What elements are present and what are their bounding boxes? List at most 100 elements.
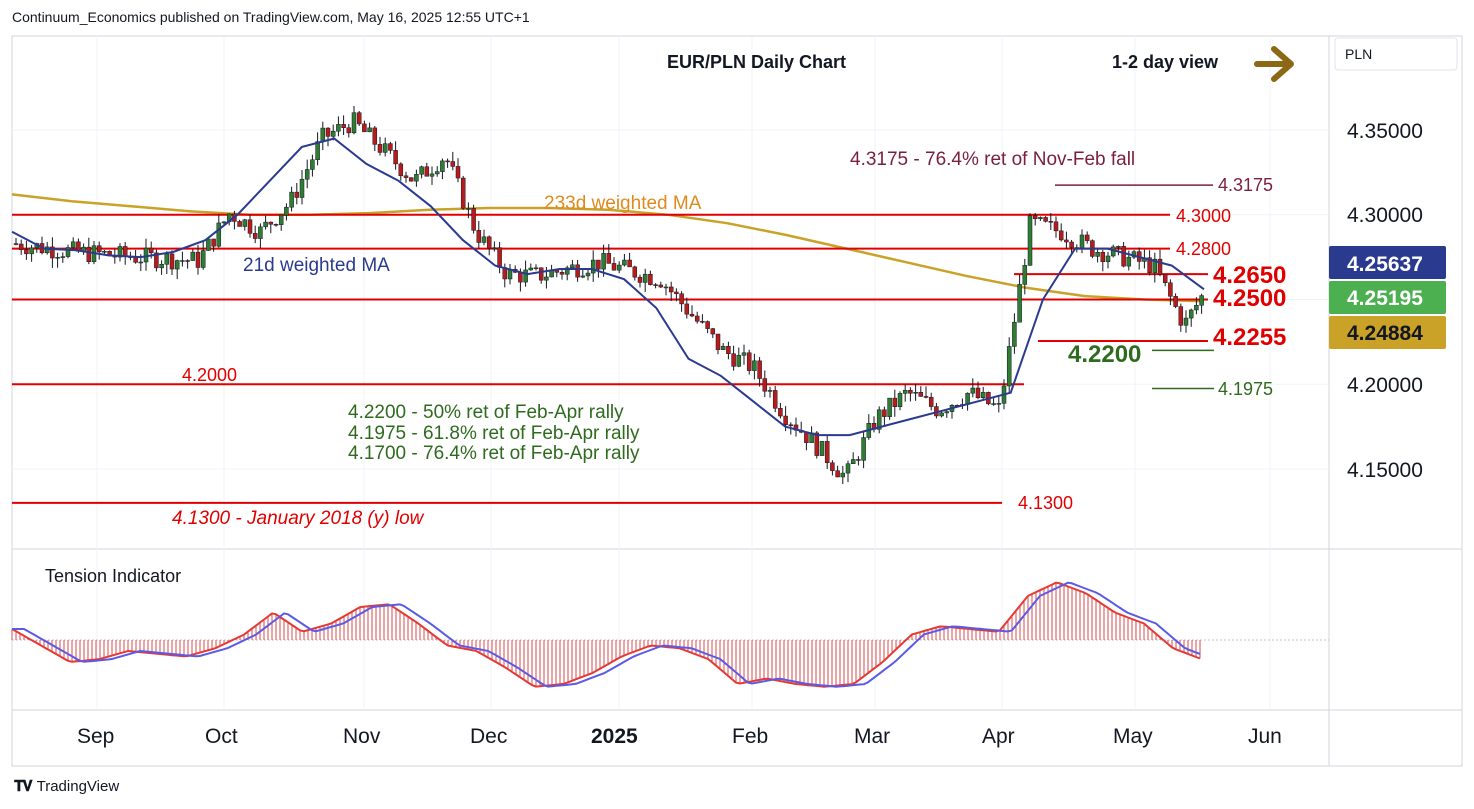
candle-body (476, 230, 482, 243)
candle-body (252, 233, 258, 239)
annotation-ret-line: 4.2200 - 50% ret of Feb-Apr rally (348, 402, 624, 423)
candle-body (689, 313, 695, 317)
candle-body (445, 160, 450, 163)
candle-body (408, 177, 414, 182)
candle-body (653, 284, 658, 286)
candle-body (518, 272, 523, 283)
candle-body (538, 267, 544, 281)
candle-body (850, 459, 856, 464)
footer-brand-label: TradingView (36, 778, 120, 795)
level-label-42200: 4.2200 (1068, 341, 1141, 368)
ma21-line (11, 137, 1205, 437)
candle-body (13, 243, 19, 245)
y-tick-label: 4.20000 (1347, 374, 1423, 397)
annotation-ma233: 233d weighted MA (544, 193, 702, 214)
annotation-ma21: 21d weighted MA (243, 255, 390, 276)
candle-body (720, 345, 726, 350)
candle-body (684, 303, 690, 315)
candle-body (450, 161, 456, 167)
level-label-43175: 4.3175 (1218, 175, 1273, 195)
candle-body (928, 396, 934, 407)
candle-body (1194, 305, 1199, 311)
candle-body (148, 247, 154, 254)
candle-body (336, 124, 341, 132)
candle-body (752, 360, 757, 371)
candle-body (284, 206, 289, 216)
candle-body (762, 378, 768, 392)
candle-body (824, 441, 830, 464)
candle-body (263, 221, 268, 228)
candle-body (325, 127, 331, 137)
view-label: 1-2 day view (1112, 52, 1219, 72)
candle-body (1173, 296, 1178, 307)
candle-body (117, 246, 123, 258)
candle-body (258, 226, 263, 239)
level-label-42255: 4.2255 (1213, 324, 1286, 351)
candle-body (133, 257, 138, 263)
tradingview-logo-icon: 𝐓𝐕 (14, 778, 33, 795)
footer-brand[interactable]: 𝐓𝐕 TradingView (14, 778, 119, 795)
candle-body (1162, 274, 1168, 284)
candle-body (627, 259, 632, 268)
x-tick-label: Mar (854, 725, 890, 748)
candle-body (731, 353, 736, 367)
candle-body (861, 437, 866, 461)
candle-body (434, 171, 440, 175)
candle-body (195, 251, 201, 268)
candle-body (533, 267, 539, 270)
level-label-41975: 4.1975 (1218, 379, 1273, 399)
candle-body (975, 387, 981, 399)
candle-body (939, 412, 944, 417)
candle-body (1058, 230, 1064, 241)
candle-body (440, 160, 445, 172)
candle-body (596, 259, 601, 270)
candle-body (710, 328, 716, 335)
currency-box[interactable] (1334, 37, 1458, 71)
candle-body (299, 178, 305, 198)
candle-body (1126, 256, 1132, 267)
candle-body (637, 276, 643, 283)
candle-body (492, 247, 497, 249)
svg-text:4.24884: 4.24884 (1347, 322, 1423, 345)
candle-body (804, 431, 809, 443)
level-label-42000: 4.2000 (182, 365, 237, 385)
candle-body (918, 392, 924, 397)
level-label-41300: 4.1300 (1018, 493, 1073, 513)
badge-ma233: 4.24884 (1329, 316, 1446, 349)
candle-body (351, 112, 357, 134)
tension-line-fast (11, 581, 1201, 688)
candle-body (1084, 234, 1090, 241)
candle-body (154, 252, 159, 269)
candle-body (471, 208, 476, 231)
candle-body (856, 459, 861, 461)
candle-body (632, 266, 638, 278)
candle-body (772, 390, 778, 409)
candle-body (159, 264, 164, 269)
badge-last-price: 4.25195 (1329, 281, 1446, 314)
tension-indicator (11, 581, 1329, 688)
candle-body (481, 236, 487, 243)
x-tick-label: Sep (77, 725, 114, 748)
y-tick-label: 4.35000 (1347, 120, 1423, 143)
candle-body (18, 243, 24, 251)
candle-body (882, 409, 887, 417)
view-arrow-icon (1254, 46, 1294, 82)
ma233-line (11, 193, 1205, 303)
candle-body (330, 130, 336, 137)
candle-body (897, 393, 903, 407)
candle-body (575, 264, 580, 278)
candle-body (1178, 306, 1184, 326)
candle-body (96, 245, 102, 253)
annotation-ret-line: 4.1975 - 61.8% ret of Feb-Apr rally (348, 423, 640, 444)
candle-body (544, 276, 549, 281)
candle-body (211, 238, 216, 247)
annotation-jan2018-low: 4.1300 - January 2018 (y) low (172, 508, 425, 529)
candle-body (455, 166, 461, 179)
candle-body (830, 462, 835, 471)
candle-body (736, 355, 742, 367)
x-tick-label: Apr (982, 725, 1015, 748)
annotation-ret-line: 4.1700 - 76.4% ret of Feb-Apr rally (348, 443, 640, 464)
annotation-ret-nov-feb: 4.3175 - 76.4% ret of Nov-Feb fall (850, 149, 1135, 170)
candle-body (778, 408, 783, 417)
